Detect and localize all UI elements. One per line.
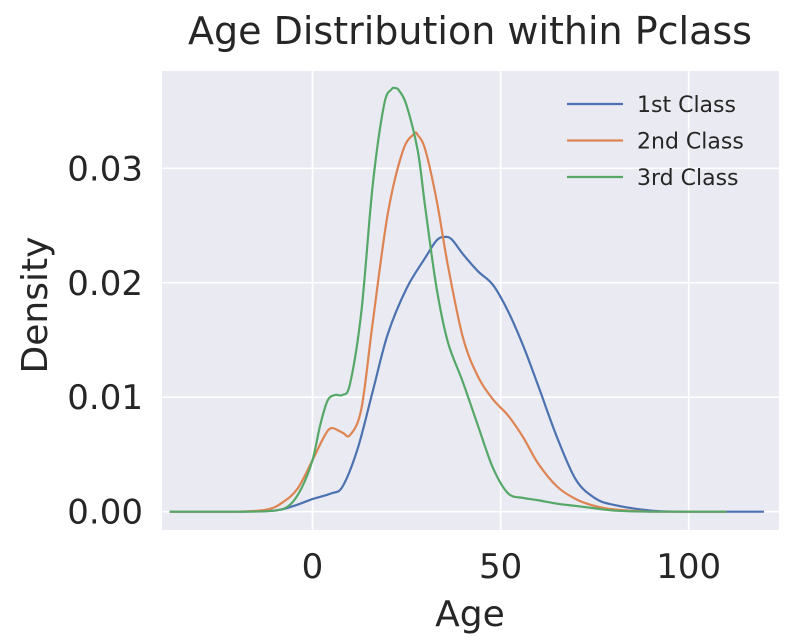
y-tick-label: 0.01 xyxy=(67,378,143,418)
y-tick-label: 0.02 xyxy=(67,264,143,304)
legend-label: 1st Class xyxy=(637,93,736,118)
x-tick-label: 50 xyxy=(479,547,522,587)
series-line xyxy=(169,86,727,513)
x-tick-label: 100 xyxy=(656,547,721,587)
legend-label: 3rd Class xyxy=(637,166,739,191)
x-tick-label: 0 xyxy=(302,547,324,587)
x-axis-ticks: 0 50 100 xyxy=(302,547,721,587)
series-lines xyxy=(169,86,764,513)
chart-title: Age Distribution within Pclass xyxy=(188,9,752,53)
plot-area xyxy=(162,71,779,530)
y-axis-ticks: 0.00 0.01 0.02 0.03 xyxy=(67,149,143,532)
legend-label: 2nd Class xyxy=(637,130,744,155)
y-tick-label: 0.00 xyxy=(67,493,143,533)
series-line xyxy=(169,235,764,513)
y-tick-label: 0.03 xyxy=(67,149,143,189)
y-axis-label: Density xyxy=(15,237,56,374)
legend: 1st Class 2nd Class 3rd Class xyxy=(567,93,744,191)
x-axis-label: Age xyxy=(435,594,505,635)
